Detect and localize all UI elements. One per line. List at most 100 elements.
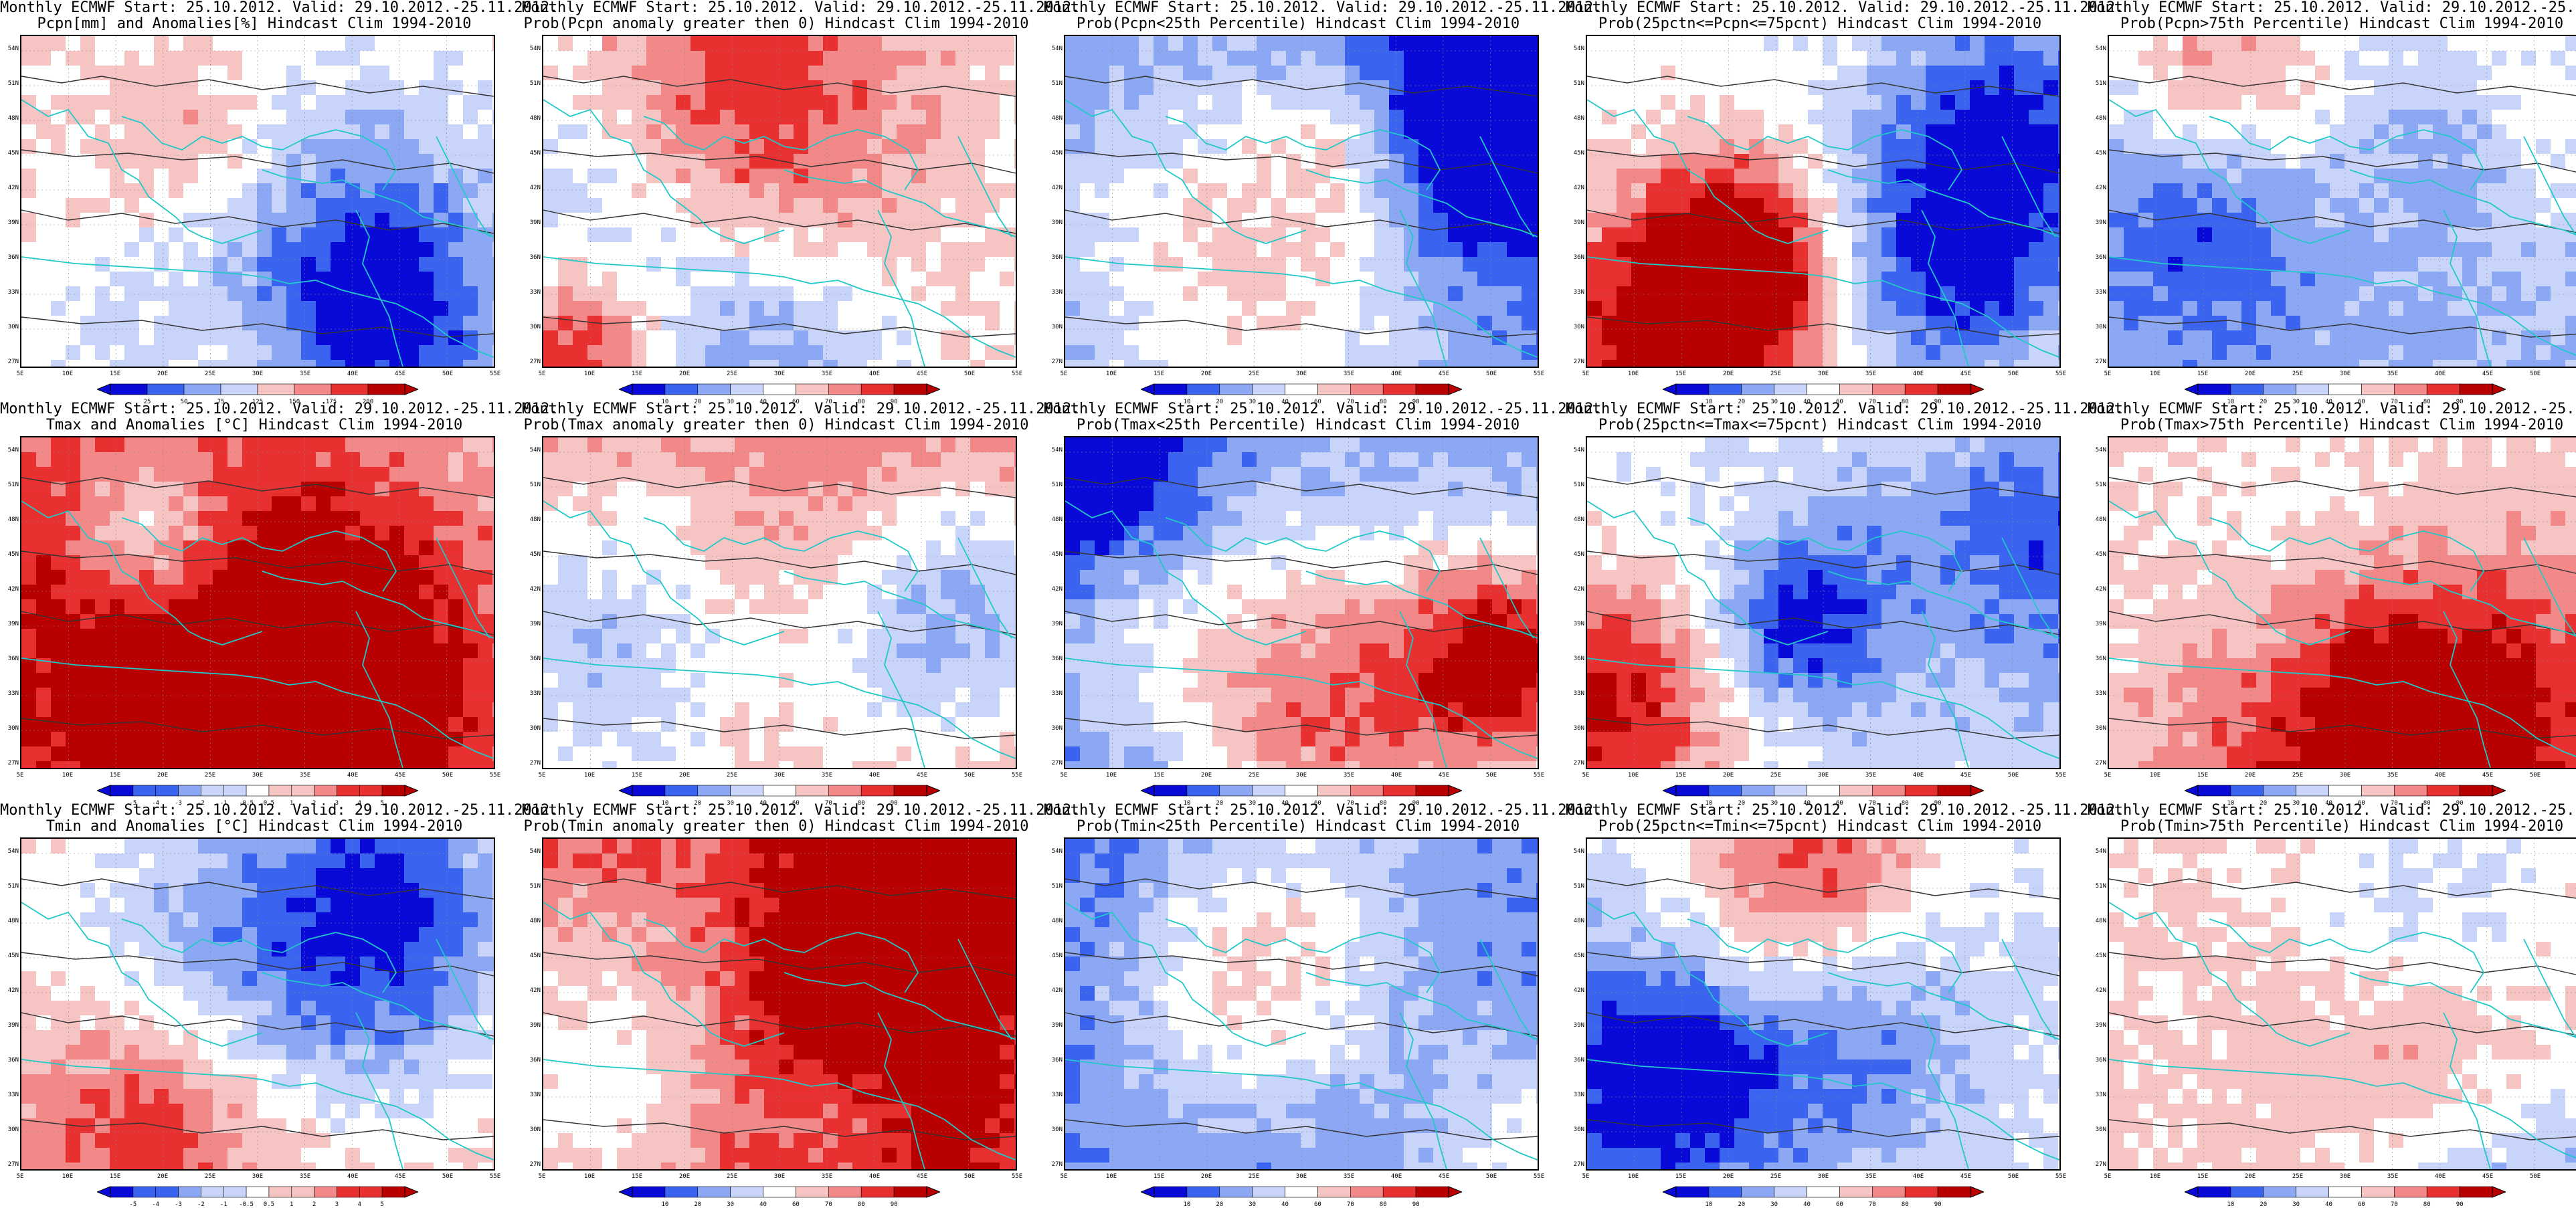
longitude-label: 45E	[1434, 1173, 1454, 1180]
colorbar-arrow-low	[97, 384, 110, 395]
longitude-label: 40E	[864, 772, 885, 779]
latitude-label: 33N	[1566, 690, 1584, 697]
longitude-label: 25E	[1766, 772, 1786, 779]
colorbar-swatch	[133, 1187, 156, 1197]
longitude-label: 15E	[627, 371, 647, 377]
colorbar-swatch	[1938, 1187, 1970, 1197]
colorbar-swatch	[1676, 1187, 1709, 1197]
longitude-label: 10E	[579, 371, 600, 377]
longitude-label: 25E	[1244, 371, 1264, 377]
latitude-label: 42N	[0, 185, 19, 191]
colorbar-swatch	[1905, 384, 1938, 395]
longitude-label: 40E	[2430, 772, 2450, 779]
panel-subtitle: Prob(Pcpn<25th Percentile) Hindcast Clim…	[1044, 16, 1552, 32]
colorbar-swatch	[2460, 384, 2492, 395]
longitude-label: 40E	[1908, 371, 1928, 377]
colorbar-tick-label: 20	[1732, 1201, 1752, 1208]
colorbar-swatch	[1383, 384, 1416, 395]
latitude-label: 33N	[2088, 289, 2106, 296]
colorbar-swatch	[2296, 785, 2329, 796]
longitude-label: 20E	[2240, 772, 2260, 779]
colorbar-swatch	[1253, 1187, 1285, 1197]
latitude-label: 27N	[522, 1161, 541, 1168]
colorbar-swatch	[698, 384, 731, 395]
colorbar-swatch	[2361, 384, 2394, 395]
colorbar-swatch	[2460, 785, 2492, 796]
longitude-label: 30E	[248, 772, 268, 779]
latitude-label: 42N	[1044, 987, 1063, 994]
map-panel: Monthly ECMWF Start: 25.10.2012. Valid: …	[2088, 803, 2576, 1204]
colorbar	[97, 784, 418, 797]
colorbar-tick-label: -2	[191, 1201, 211, 1208]
colorbar-swatch	[1154, 1187, 1187, 1197]
colorbar	[1141, 383, 1462, 396]
longitude-label: 40E	[343, 772, 363, 779]
map-area	[20, 436, 495, 769]
latitude-label: 39N	[1044, 219, 1063, 226]
latitude-label: 33N	[1044, 289, 1063, 296]
latitude-label: 36N	[1566, 1057, 1584, 1064]
colorbar-swatch	[1350, 785, 1383, 796]
latitude-label: 51N	[1566, 80, 1584, 87]
colorbar-tick-label: 70	[1862, 1201, 1882, 1208]
panel-title: Monthly ECMWF Start: 25.10.2012. Valid: …	[1044, 803, 1552, 819]
colorbar-swatch	[1253, 785, 1285, 796]
colorbar-swatch	[1807, 785, 1840, 796]
colorbar-tick-label: -5	[123, 1201, 143, 1208]
colorbar-arrow-low	[1141, 1187, 1154, 1197]
longitude-label: 55E	[1007, 772, 1027, 779]
latitude-label: 39N	[0, 621, 19, 627]
map-panel: Monthly ECMWF Start: 25.10.2012. Valid: …	[522, 803, 1030, 1204]
panel-title: Monthly ECMWF Start: 25.10.2012. Valid: …	[0, 803, 509, 819]
colorbar-swatch	[1220, 384, 1253, 395]
colorbar-swatch	[894, 1187, 927, 1197]
latitude-label: 33N	[0, 289, 19, 296]
latitude-label: 39N	[522, 621, 541, 627]
colorbar-swatch	[1905, 1187, 1938, 1197]
panel-title: Monthly ECMWF Start: 25.10.2012. Valid: …	[0, 401, 509, 417]
colorbar-tick-label: 20	[688, 1201, 708, 1208]
longitude-label: 35E	[295, 772, 315, 779]
colorbar-swatch	[269, 1187, 292, 1197]
longitude-label: 50E	[959, 1173, 980, 1180]
longitude-label: 40E	[1386, 1173, 1406, 1180]
longitude-label: 50E	[1481, 1173, 1501, 1180]
longitude-label: 45E	[912, 371, 932, 377]
longitude-label: 10E	[1101, 772, 1121, 779]
colorbar-swatch	[2264, 384, 2296, 395]
colorbar-swatch	[1774, 384, 1807, 395]
panel-title: Monthly ECMWF Start: 25.10.2012. Valid: …	[522, 401, 1030, 417]
longitude-label: 25E	[722, 772, 742, 779]
colorbar-swatch	[1416, 384, 1449, 395]
longitude-label: 5E	[10, 1173, 30, 1180]
longitude-label: 5E	[1054, 371, 1074, 377]
colorbar-swatch	[133, 785, 156, 796]
latitude-label: 54N	[522, 447, 541, 454]
longitude-label: 30E	[2335, 371, 2355, 377]
latitude-label: 51N	[1566, 883, 1584, 890]
latitude-label: 54N	[0, 447, 19, 454]
latitude-label: 39N	[1566, 219, 1584, 226]
longitude-label: 25E	[2288, 1173, 2308, 1180]
colorbar-tick-label: 90	[1406, 1201, 1426, 1208]
longitude-label: 55E	[2573, 772, 2576, 779]
latitude-label: 54N	[0, 45, 19, 52]
colorbar-swatch	[1938, 785, 1970, 796]
panel-subtitle: Pcpn[mm] and Anomalies[%] Hindcast Clim …	[0, 16, 509, 32]
latitude-label: 51N	[522, 482, 541, 488]
colorbar-swatch	[1253, 384, 1285, 395]
panel-title: Monthly ECMWF Start: 25.10.2012. Valid: …	[1566, 401, 2074, 417]
panel-subtitle: Tmax and Anomalies [°C] Hindcast Clim 19…	[0, 417, 509, 433]
latitude-label: 36N	[1044, 254, 1063, 261]
map-panel: Monthly ECMWF Start: 25.10.2012. Valid: …	[0, 803, 509, 1204]
map-area	[1586, 35, 2061, 368]
panel-title: Monthly ECMWF Start: 25.10.2012. Valid: …	[2088, 803, 2576, 819]
map-panel: Monthly ECMWF Start: 25.10.2012. Valid: …	[1566, 401, 2074, 803]
longitude-label: 35E	[1339, 1173, 1359, 1180]
latitude-label: 48N	[522, 918, 541, 924]
longitude-label: 5E	[1576, 772, 1596, 779]
colorbar-swatch	[1383, 1187, 1416, 1197]
colorbar-swatch	[258, 384, 294, 395]
colorbar-swatch	[2427, 1187, 2460, 1197]
colorbar-tick-label: 10	[1177, 1201, 1197, 1208]
